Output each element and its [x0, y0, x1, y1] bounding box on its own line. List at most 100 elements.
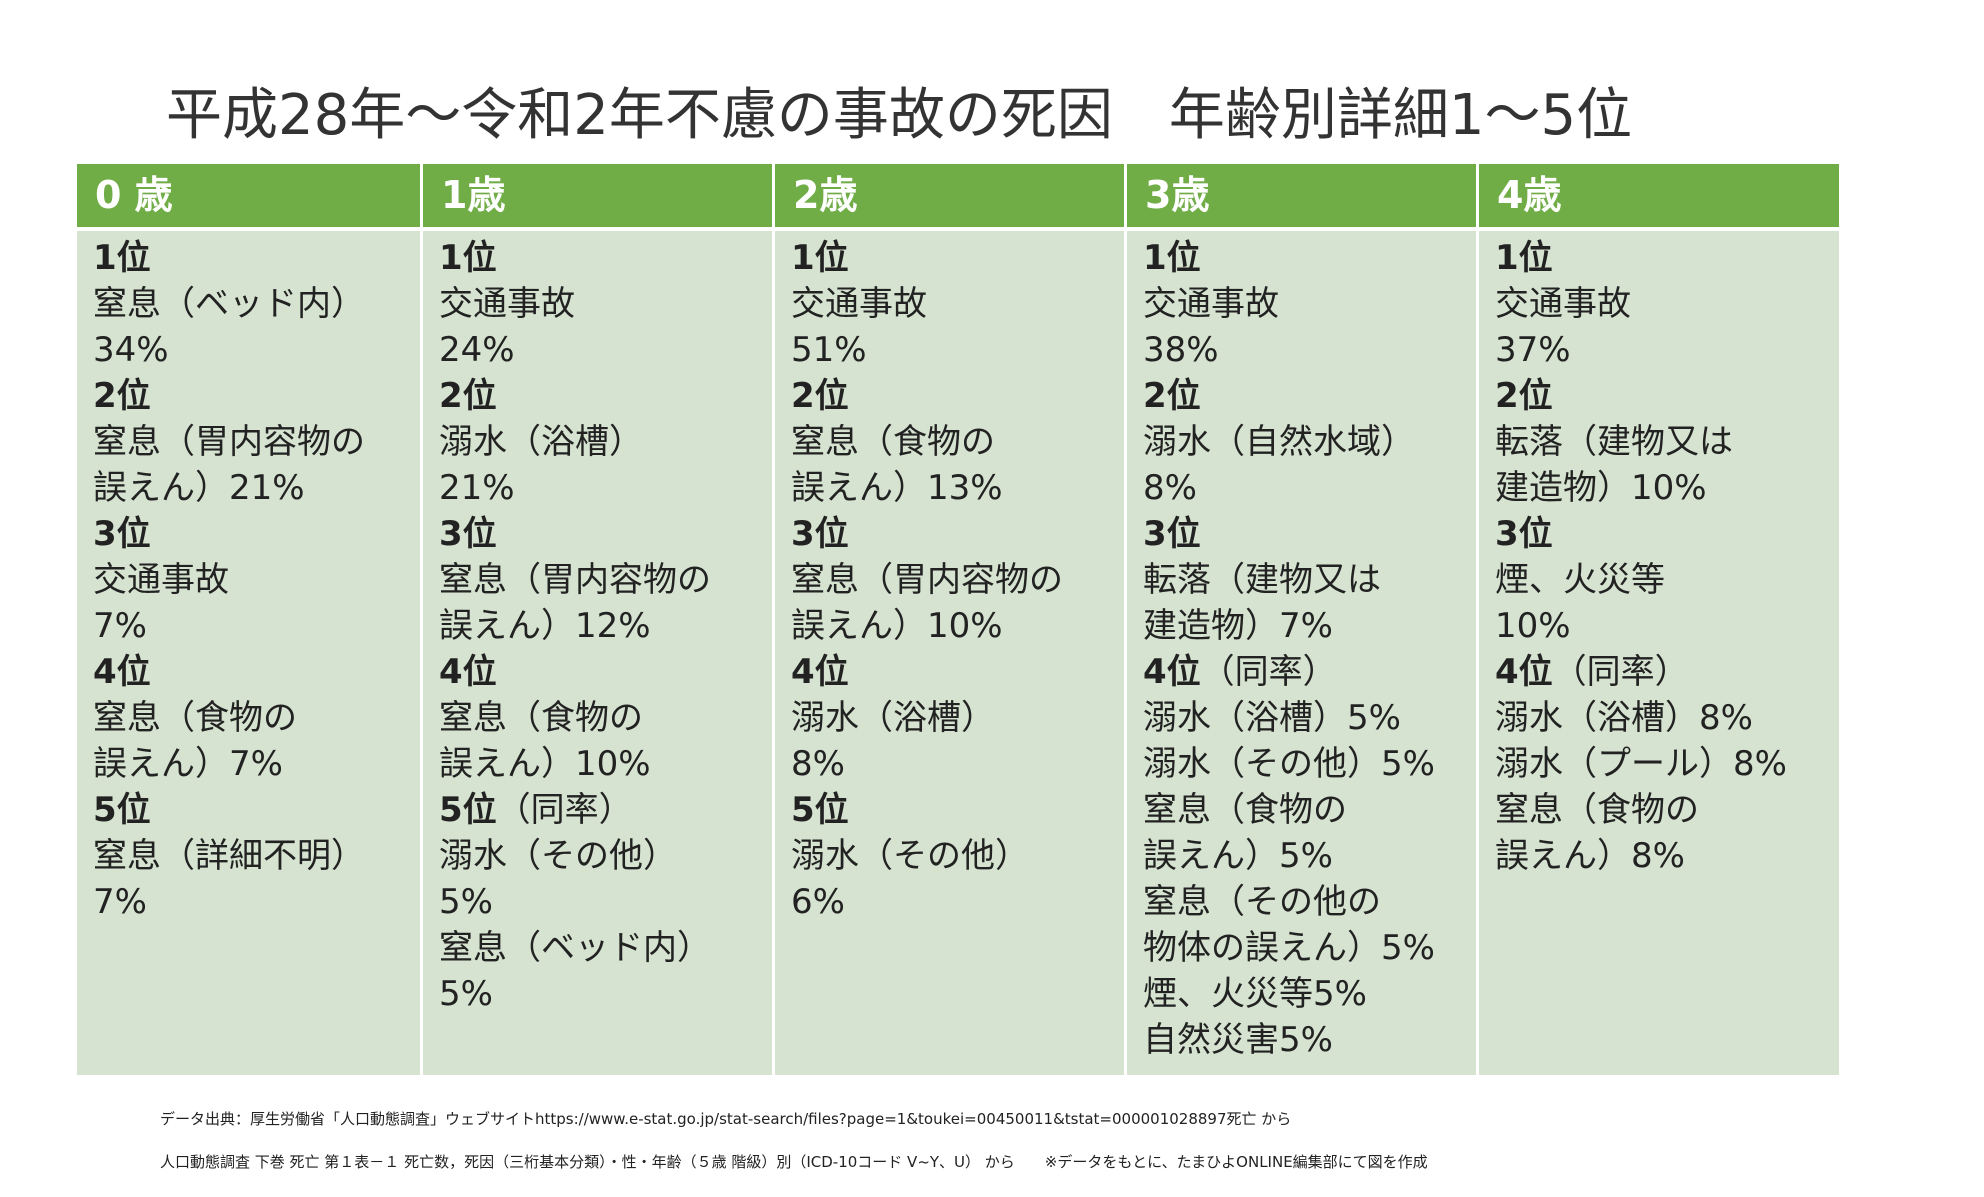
cause-text: 誤えん）7%: [93, 744, 283, 784]
cause-text: 窒息（胃内容物の: [791, 560, 1063, 600]
rank-label: 3位: [93, 514, 151, 554]
cause-text: 51%: [791, 330, 867, 370]
age-header: 4歳: [1479, 164, 1839, 231]
age-column: 3歳 1位 交通事故 38% 2位 溺水（自然水域） 8% 3位 転落（建物又は 建造物）7% 4位…: [1127, 164, 1479, 1075]
cause-text: 窒息（胃内容物の: [439, 560, 711, 600]
rank-label: 2位: [439, 376, 497, 416]
cause-text: 37%: [1495, 330, 1571, 370]
tie-note: （同率）: [1552, 652, 1689, 692]
rank-label: 5位: [439, 790, 497, 830]
cause-text: 7%: [93, 882, 147, 922]
page-title: 平成28年～令和2年不慮の事故の死因 年齢別詳細1～5位: [166, 83, 1633, 148]
cause-text: 誤えん）10%: [791, 606, 1003, 646]
cause-text: 煙、火災等: [1495, 560, 1665, 600]
cause-text: 溺水（浴槽）: [791, 698, 995, 738]
rank-entry: 5位（同率）: [439, 787, 772, 833]
cause-text: 溺水（その他）: [791, 836, 1029, 876]
rank-label: 2位: [791, 376, 849, 416]
cause-text: 窒息（その他の: [1143, 882, 1381, 922]
rank-entry: 2位: [1495, 373, 1839, 419]
rank-label: 5位: [93, 790, 151, 830]
rank-label: 1位: [93, 238, 151, 278]
rank-entry: 1位: [93, 235, 420, 281]
rank-entry: 3位: [1143, 511, 1476, 557]
cause-text: 窒息（ベッド内）: [93, 284, 365, 324]
rank-entry: 1位: [1143, 235, 1476, 281]
cause-text: 誤えん）13%: [791, 468, 1003, 508]
cause-text: 窒息（食物の: [791, 422, 995, 462]
cause-text: 5%: [439, 974, 493, 1014]
age-column: 2歳 1位 交通事故 51% 2位 窒息（食物の 誤えん）13% 3位 窒息（胃内容物の 誤えん）…: [775, 164, 1127, 1075]
rank-label: 2位: [1143, 376, 1201, 416]
rank-list: 1位 交通事故 37% 2位 転落（建物又は 建造物）10% 3位 煙、火災等 10% 4位（同率…: [1479, 231, 1839, 1075]
cause-text: 溺水（プール）8%: [1495, 744, 1787, 784]
cause-text: 煙、火災等5%: [1143, 974, 1367, 1014]
rank-label: 2位: [93, 376, 151, 416]
cause-text: 10%: [1495, 606, 1571, 646]
rank-label: 4位: [439, 652, 497, 692]
rank-entry: 1位: [439, 235, 772, 281]
cause-text: 窒息（胃内容物の: [93, 422, 365, 462]
cause-text: 溺水（その他）: [439, 836, 677, 876]
cause-text: 転落（建物又は: [1143, 560, 1381, 600]
rank-label: 3位: [1143, 514, 1201, 554]
cause-text: 誤えん）5%: [1143, 836, 1333, 876]
cause-text: 21%: [439, 468, 515, 508]
rank-label: 4位: [1495, 652, 1553, 692]
cause-text: 誤えん）12%: [439, 606, 651, 646]
tie-note: （同率）: [496, 790, 633, 830]
cause-text: 溺水（自然水域）: [1143, 422, 1415, 462]
cause-text: 窒息（食物の: [93, 698, 297, 738]
cause-of-death-table: 0 歳 1位 窒息（ベッド内） 34% 2位 窒息（胃内容物の 誤えん）21% 3位 交通事故 7…: [77, 164, 1877, 1075]
rank-label: 4位: [791, 652, 849, 692]
cause-text: 窒息（ベッド内）: [439, 928, 711, 968]
rank-entry: 3位: [1495, 511, 1839, 557]
rank-entry: 4位（同率）: [1495, 649, 1839, 695]
rank-list: 1位 交通事故 38% 2位 溺水（自然水域） 8% 3位 転落（建物又は 建造物）7% 4位（同…: [1127, 231, 1476, 1075]
rank-entry: 4位（同率）: [1143, 649, 1476, 695]
rank-list: 1位 交通事故 51% 2位 窒息（食物の 誤えん）13% 3位 窒息（胃内容物の 誤えん）10…: [775, 231, 1124, 1075]
source-note-detail: 人口動態調査 下巻 死亡 第１表－１ 死亡数，死因（三桁基本分類）・性・年齢（５…: [160, 1153, 1428, 1171]
rank-label: 3位: [1495, 514, 1553, 554]
tie-note: （同率）: [1200, 652, 1337, 692]
rank-entry: 2位: [791, 373, 1124, 419]
cause-text: 溺水（その他）5%: [1143, 744, 1435, 784]
age-header: 0 歳: [77, 164, 420, 231]
cause-text: 交通事故: [1495, 284, 1631, 324]
rank-entry: 4位: [791, 649, 1124, 695]
cause-text: 窒息（食物の: [439, 698, 643, 738]
cause-text: 6%: [791, 882, 845, 922]
rank-entry: 5位: [93, 787, 420, 833]
rank-list: 1位 交通事故 24% 2位溺水（浴槽） 21% 3位窒息（胃内容物の 誤えん）12% 4位窒…: [423, 231, 772, 1075]
rank-label: 1位: [791, 238, 849, 278]
cause-text: 窒息（食物の: [1495, 790, 1699, 830]
cause-text: 34%: [93, 330, 169, 370]
cause-text: 物体の誤えん）5%: [1143, 928, 1435, 968]
cause-text: 窒息（詳細不明）: [93, 836, 365, 876]
cause-text: 溺水（浴槽）8%: [1495, 698, 1753, 738]
cause-text: 自然災害5%: [1143, 1020, 1333, 1060]
cause-text: 転落（建物又は: [1495, 422, 1733, 462]
cause-text: 8%: [1143, 468, 1197, 508]
cause-text: 溺水（浴槽）: [439, 422, 643, 462]
rank-label: 4位: [1143, 652, 1201, 692]
age-column: 0 歳 1位 窒息（ベッド内） 34% 2位 窒息（胃内容物の 誤えん）21% 3位 交通事故 7…: [77, 164, 423, 1075]
rank-entry: 3位: [791, 511, 1124, 557]
cause-text: 建造物）7%: [1143, 606, 1333, 646]
rank-entry: 2位: [439, 373, 772, 419]
rank-entry: 3位: [93, 511, 420, 557]
cause-text: 誤えん）8%: [1495, 836, 1685, 876]
rank-entry: 2位: [1143, 373, 1476, 419]
cause-text: 交通事故: [439, 284, 575, 324]
rank-entry: 4位: [439, 649, 772, 695]
age-column: 1歳 1位 交通事故 24% 2位溺水（浴槽） 21% 3位窒息（胃内容物の 誤えん）12% 4…: [423, 164, 775, 1075]
rank-entry: 1位: [1495, 235, 1839, 281]
rank-label: 5位: [791, 790, 849, 830]
rank-label: 2位: [1495, 376, 1553, 416]
rank-entry: 3位: [439, 511, 772, 557]
age-header: 1歳: [423, 164, 772, 231]
cause-text: 交通事故: [1143, 284, 1279, 324]
cause-text: 24%: [439, 330, 515, 370]
rank-label: 3位: [439, 514, 497, 554]
cause-text: 溺水（浴槽）5%: [1143, 698, 1401, 738]
